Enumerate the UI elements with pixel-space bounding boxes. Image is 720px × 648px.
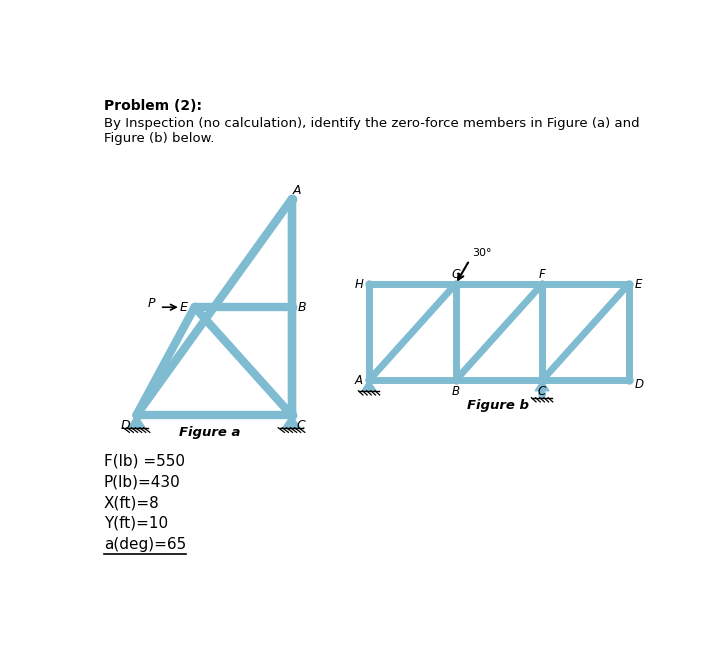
Text: 30°: 30° (472, 248, 492, 258)
Text: Figure b: Figure b (467, 399, 529, 412)
Text: H: H (354, 277, 364, 290)
Text: A: A (355, 374, 363, 387)
Text: By Inspection (no calculation), identify the zero-force members in Figure (a) an: By Inspection (no calculation), identify… (104, 117, 639, 145)
Text: C: C (297, 419, 305, 432)
Text: Figure a: Figure a (179, 426, 241, 439)
Text: X(ft)=8: X(ft)=8 (104, 495, 160, 510)
Text: F(lb) =550: F(lb) =550 (104, 454, 185, 469)
Polygon shape (128, 415, 145, 428)
Text: G: G (451, 268, 460, 281)
Text: F: F (539, 268, 546, 281)
Text: B: B (298, 301, 307, 314)
Text: Y(ft)=10: Y(ft)=10 (104, 516, 168, 531)
Text: C: C (538, 385, 546, 398)
Polygon shape (535, 380, 549, 391)
Text: B: B (451, 385, 459, 398)
Text: P(lb)=430: P(lb)=430 (104, 474, 181, 489)
Text: A: A (292, 183, 301, 197)
Text: P: P (148, 297, 155, 310)
Text: E: E (635, 277, 642, 290)
Text: Problem (2):: Problem (2): (104, 99, 202, 113)
Circle shape (539, 391, 545, 397)
Polygon shape (283, 415, 300, 428)
Polygon shape (362, 380, 376, 391)
Text: D: D (121, 419, 130, 432)
Text: a(deg)=65: a(deg)=65 (104, 537, 186, 551)
Text: D: D (634, 378, 643, 391)
Text: E: E (180, 301, 188, 314)
